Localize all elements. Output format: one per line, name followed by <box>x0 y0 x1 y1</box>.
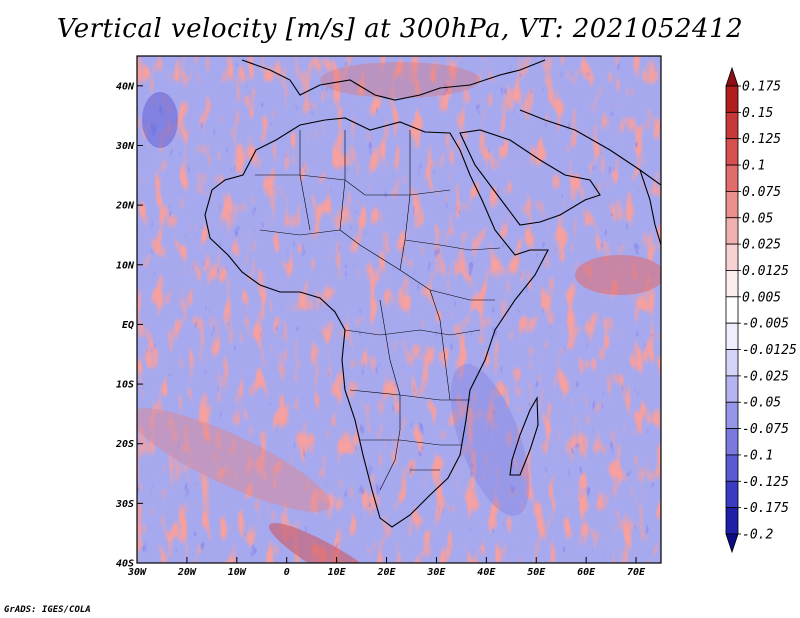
colorbar-swatch <box>725 164 739 192</box>
colorbar-label: 0.0125 <box>742 264 789 279</box>
colorbar-label: 0.175 <box>742 80 781 95</box>
colorbar-label: 0.15 <box>742 106 773 121</box>
x-tick-label: 20W <box>177 567 197 578</box>
colorbar-label: -0.005 <box>742 317 789 332</box>
africa-coastline <box>204 117 549 528</box>
arabia-coastline <box>459 129 601 226</box>
colorbar-swatch <box>725 454 739 482</box>
x-tick-label: 30E <box>426 567 446 578</box>
colorbar-swatch <box>725 480 739 509</box>
colorbar-swatch <box>725 85 739 113</box>
europe-coastline <box>241 59 546 101</box>
y-tick-label: 10N <box>116 260 135 271</box>
india-coastline <box>639 169 661 246</box>
colorbar-swatch <box>725 217 739 245</box>
y-tick-label: 40N <box>116 81 135 92</box>
map-frame <box>136 55 662 564</box>
y-tick-label: 30N <box>115 141 135 152</box>
colorbar-swatch <box>725 507 739 535</box>
colorbar-label: -0.025 <box>742 369 789 384</box>
colorbar-top-arrow <box>725 66 739 87</box>
colorbar-label: -0.075 <box>742 422 789 437</box>
colorbar-label: -0.1 <box>742 448 773 463</box>
colorbar: 0.175 0.15 0.125 0.1 0.075 0.05 0.025 0.0125 0.0… <box>725 66 797 554</box>
colorbar-label: 0.05 <box>742 211 773 226</box>
colorbar-bottom-arrow <box>725 533 739 554</box>
chart-title: Vertical velocity [m/s] at 300hPa, VT: 2… <box>56 14 744 44</box>
colorbar-swatch <box>725 296 739 324</box>
y-tick-label: 30S <box>115 499 134 510</box>
colorbar-swatch <box>725 428 739 456</box>
colorbar-label: -0.125 <box>742 475 789 490</box>
x-tick-label: 60E <box>577 567 596 578</box>
colorbar-label: 0.005 <box>742 290 781 305</box>
coastlines <box>204 59 661 528</box>
colorbar-label: -0.0125 <box>742 343 797 358</box>
colorbar-swatch <box>725 322 739 350</box>
colorbar-label: 0.1 <box>742 159 765 174</box>
y-tick-label: 20S <box>115 439 134 450</box>
grads-credit: GrADS: IGES/COLA <box>4 605 91 615</box>
colorbar-label: -0.05 <box>742 396 781 411</box>
y-axis: 40N 30N 20N 10N EQ 10S 20S 30S 40S <box>115 81 143 570</box>
country-borders <box>255 130 501 491</box>
colorbar-label: -0.2 <box>742 528 773 543</box>
colorbar-swatch <box>725 349 739 377</box>
y-tick-label: 10S <box>116 380 134 391</box>
colorbar-swatch <box>725 375 739 403</box>
iran-coastline <box>519 109 661 186</box>
colorbar-label: 0.025 <box>742 238 781 253</box>
x-tick-label: 30W <box>127 567 147 578</box>
y-tick-label: 20N <box>115 201 135 212</box>
colorbar-swatch <box>725 270 739 298</box>
x-tick-label: 40E <box>477 567 496 578</box>
x-axis: 30W 20W 10W 0 10E 20E 30E 40E 50E 60E 70E <box>127 557 646 578</box>
x-tick-label: 0 <box>284 567 290 578</box>
x-tick-label: 10W <box>228 567 247 578</box>
madagascar-coastline <box>509 396 539 476</box>
colorbar-label: 0.125 <box>742 132 781 147</box>
x-tick-label: 10E <box>328 567 347 578</box>
colorbar-label: -0.175 <box>742 501 789 516</box>
y-tick-label: EQ <box>122 320 134 331</box>
velocity-field <box>137 56 661 563</box>
x-tick-label: 70E <box>627 567 646 578</box>
colorbar-swatch <box>725 401 739 429</box>
colorbar-label: 0.075 <box>742 185 781 200</box>
colorbar-swatch <box>725 111 739 140</box>
y-tick-label: 40S <box>116 559 134 570</box>
colorbar-swatch <box>725 138 739 166</box>
x-tick-label: 50E <box>527 567 546 578</box>
colorbar-swatch <box>725 191 739 219</box>
x-tick-label: 20E <box>376 567 396 578</box>
colorbar-swatch <box>725 243 739 271</box>
